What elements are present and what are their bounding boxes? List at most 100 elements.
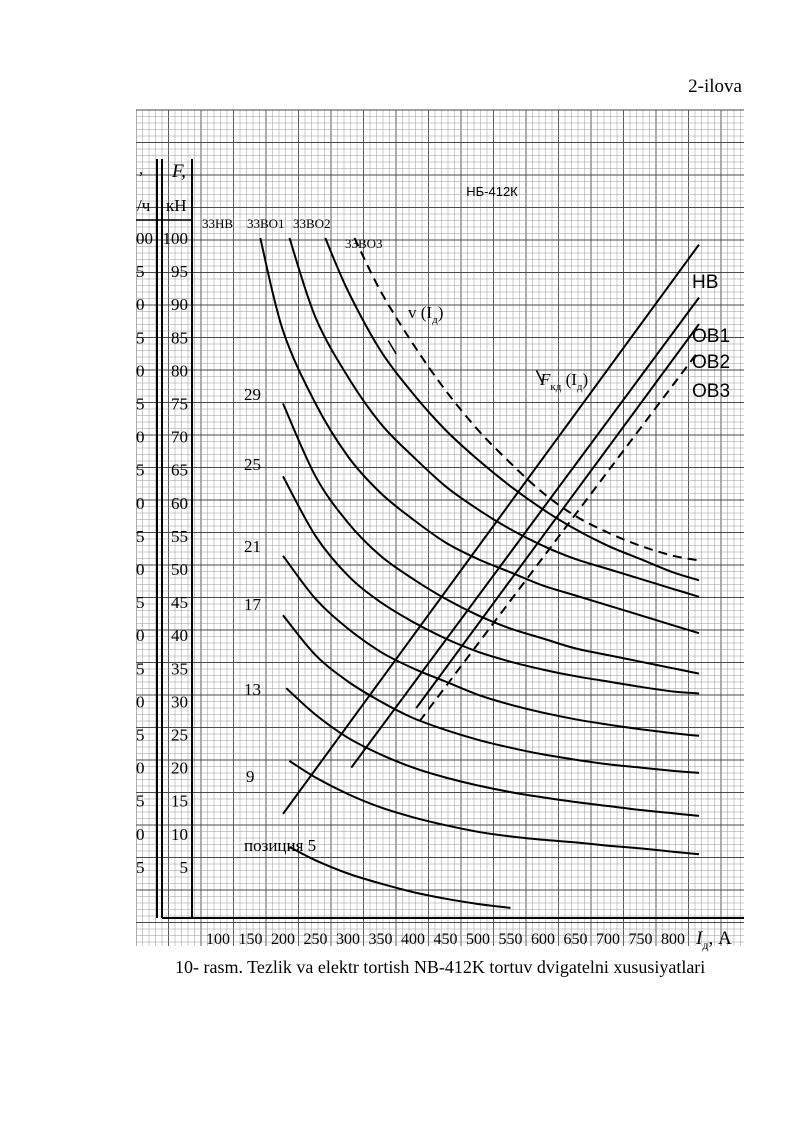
force-tick-label: 25: [171, 726, 188, 745]
speed-annotation-main: v (I: [408, 303, 432, 322]
figure-caption: 10- rasm. Tezlik va elektr tortish NB-41…: [175, 957, 706, 977]
x-tick-label: 150: [239, 931, 263, 948]
speed-curve-33НВ: [259, 237, 700, 635]
force-curve-ОВ1: [350, 297, 700, 769]
speed-tick-label: 5: [136, 858, 145, 877]
speed-curve-9: [288, 760, 700, 856]
speed-curve-label: 21: [244, 537, 261, 556]
speed-tick-label: 0: [136, 759, 145, 778]
speed-tick-label: 5: [136, 262, 145, 281]
x-axis-label-main: I: [695, 928, 704, 949]
speed-curve-annotation: v (Iд): [408, 303, 443, 326]
speed-curve-17: [282, 614, 700, 774]
force-tick-label: 30: [171, 692, 188, 711]
force-tick-label: 35: [171, 659, 188, 678]
x-tick-label: 600: [531, 931, 555, 948]
speed-tick-label: 5: [136, 395, 145, 414]
x-tick-label: 450: [434, 931, 458, 948]
x-axis-label-sub: д: [702, 938, 708, 952]
force-tick-label: 10: [171, 825, 188, 844]
force-annotation-mid: (I: [561, 370, 577, 389]
speed-tick-label: 5: [136, 792, 145, 811]
force-curve-ОВ3: [418, 349, 700, 722]
chart-figure: 5 10 15 20 25 30 35 40 45 50 55 60 65 70 75 80 85 90 95 100…: [136, 104, 744, 952]
force-annotation-leader: [535, 370, 544, 384]
force-tick-label: 75: [171, 395, 188, 414]
force-curve-label: ОВ3: [692, 381, 730, 402]
speed-curve-33ВО2: [324, 237, 700, 582]
speed-tick-label: 5: [136, 461, 145, 480]
force-annotation-end: ): [583, 370, 589, 389]
speed-tick-label: 5: [136, 659, 145, 678]
x-axis-label: Iд, А: [695, 928, 732, 952]
force-curve-label: ОВ2: [692, 352, 730, 373]
speed-annotation-sub: д: [432, 314, 438, 326]
speed-curve-label: 29: [244, 385, 261, 404]
chart-svg: 5101520253035404550556065707580859095100…: [136, 104, 744, 952]
chart-grid: [136, 109, 744, 946]
force-tick-label: 55: [171, 527, 188, 546]
force-tick-label: 5: [180, 858, 189, 877]
force-tick-label: 85: [171, 328, 188, 347]
force-curve-label: ОВ1: [692, 326, 730, 347]
speed-tick-label: 5: [136, 726, 145, 745]
x-tick-label: 300: [336, 931, 360, 948]
x-tick-label: 400: [401, 931, 425, 948]
x-axis-label-unit: , А: [708, 928, 732, 949]
force-tick-label: 15: [171, 792, 188, 811]
chart-title: НБ-412К: [466, 184, 518, 199]
force-axis-top-label: F,: [171, 161, 186, 182]
chart-axes: [136, 159, 744, 919]
force-curve-label: НВ: [692, 272, 718, 293]
force-tick-label: 20: [171, 759, 188, 778]
x-tick-label: 800: [661, 931, 685, 948]
speed-curve-label: 25: [244, 455, 261, 474]
x-tick-label: 100: [206, 931, 230, 948]
force-tick-label: 50: [171, 560, 188, 579]
speed-tick-label: 0: [136, 295, 145, 314]
chart-curve-labels: 33НВ 33ВО1 33ВО2 33ВО3 29 25 21 17 13 9 позиция 5 Н…: [202, 216, 730, 855]
x-tick-label: 250: [304, 931, 328, 948]
force-tick-label: 65: [171, 461, 188, 480]
speed-tick-label: 0: [136, 692, 145, 711]
speed-curve-label: позиция 5: [244, 836, 316, 855]
chart-tick-labels: 5101520253035404550556065707580859095100…: [136, 229, 685, 948]
speed-tick-label: 0: [136, 361, 145, 380]
speed-curve-29: [282, 403, 700, 675]
page-label: 2-ilova: [688, 76, 742, 97]
speed-tick-label: 0: [136, 428, 145, 447]
force-tick-label: 45: [171, 593, 188, 612]
x-tick-label: 700: [596, 931, 620, 948]
speed-tick-label: 0: [136, 560, 145, 579]
speed-tick-label: 00: [136, 229, 153, 248]
speed-curve-label: 33ВО2: [293, 216, 331, 231]
speed-tick-label: 0: [136, 626, 145, 645]
force-tick-label: 100: [163, 229, 189, 248]
speed-curve-позиция-5: [289, 846, 511, 909]
x-tick-label: 650: [564, 931, 588, 948]
speed-curve-21: [282, 555, 700, 737]
force-tick-label: 70: [171, 428, 188, 447]
force-curve-ОВ2: [415, 323, 700, 709]
speed-curve-label: 33ВО3: [345, 236, 383, 251]
force-tick-label: 60: [171, 494, 188, 513]
force-annotation-sub: кд: [550, 381, 561, 393]
speed-curve-label: 17: [244, 595, 262, 614]
x-tick-label: 200: [271, 931, 295, 948]
x-tick-label: 550: [499, 931, 523, 948]
speed-curve-label: 9: [246, 767, 255, 786]
speed-tick-label: 0: [136, 494, 145, 513]
speed-tick-label: 5: [136, 328, 145, 347]
speed-axis-top-label: ,: [139, 159, 143, 178]
force-annotation-main: F: [539, 370, 551, 389]
speed-curve-label: 33НВ: [202, 216, 233, 231]
speed-tick-label: 0: [136, 825, 145, 844]
speed-curve-label: 33ВО1: [247, 216, 285, 231]
force-axis-unit-label: кН: [166, 196, 187, 215]
force-tick-label: 40: [171, 626, 188, 645]
force-curve-НВ: [282, 244, 700, 815]
speed-curve-13: [285, 687, 700, 817]
speed-tick-label: 5: [136, 527, 145, 546]
x-tick-label: 500: [466, 931, 490, 948]
force-annotation-sub2: д: [577, 381, 583, 393]
